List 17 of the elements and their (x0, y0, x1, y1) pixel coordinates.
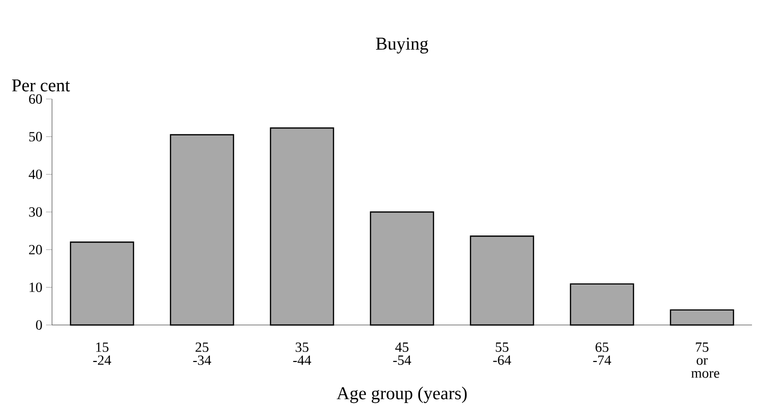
y-tick-label: 20 (29, 244, 42, 254)
y-tick-label: 40 (28, 170, 42, 180)
y-tick-label: 10 (30, 282, 42, 292)
x-axis-title: Age group (years) (336, 386, 467, 404)
y-axis-title: Per cent (12, 79, 70, 92)
chart-title: Buying (376, 38, 428, 54)
x-tick-label: 45 -54 (393, 342, 412, 365)
y-tick-label: 0 (36, 320, 42, 330)
x-tick-label: 25 -34 (193, 342, 212, 365)
x-tick-label: 65 -74 (593, 342, 612, 365)
x-tick-label: 55 -64 (493, 342, 512, 365)
x-tick-label: 15 -24 (93, 342, 112, 365)
y-tick-label: 60 (29, 94, 42, 104)
x-tick-label: 35 -44 (293, 342, 312, 365)
y-tick-label: 30 (29, 207, 42, 217)
y-tick-label: 50 (29, 132, 42, 142)
x-tick-label: 75 or more (691, 342, 720, 378)
